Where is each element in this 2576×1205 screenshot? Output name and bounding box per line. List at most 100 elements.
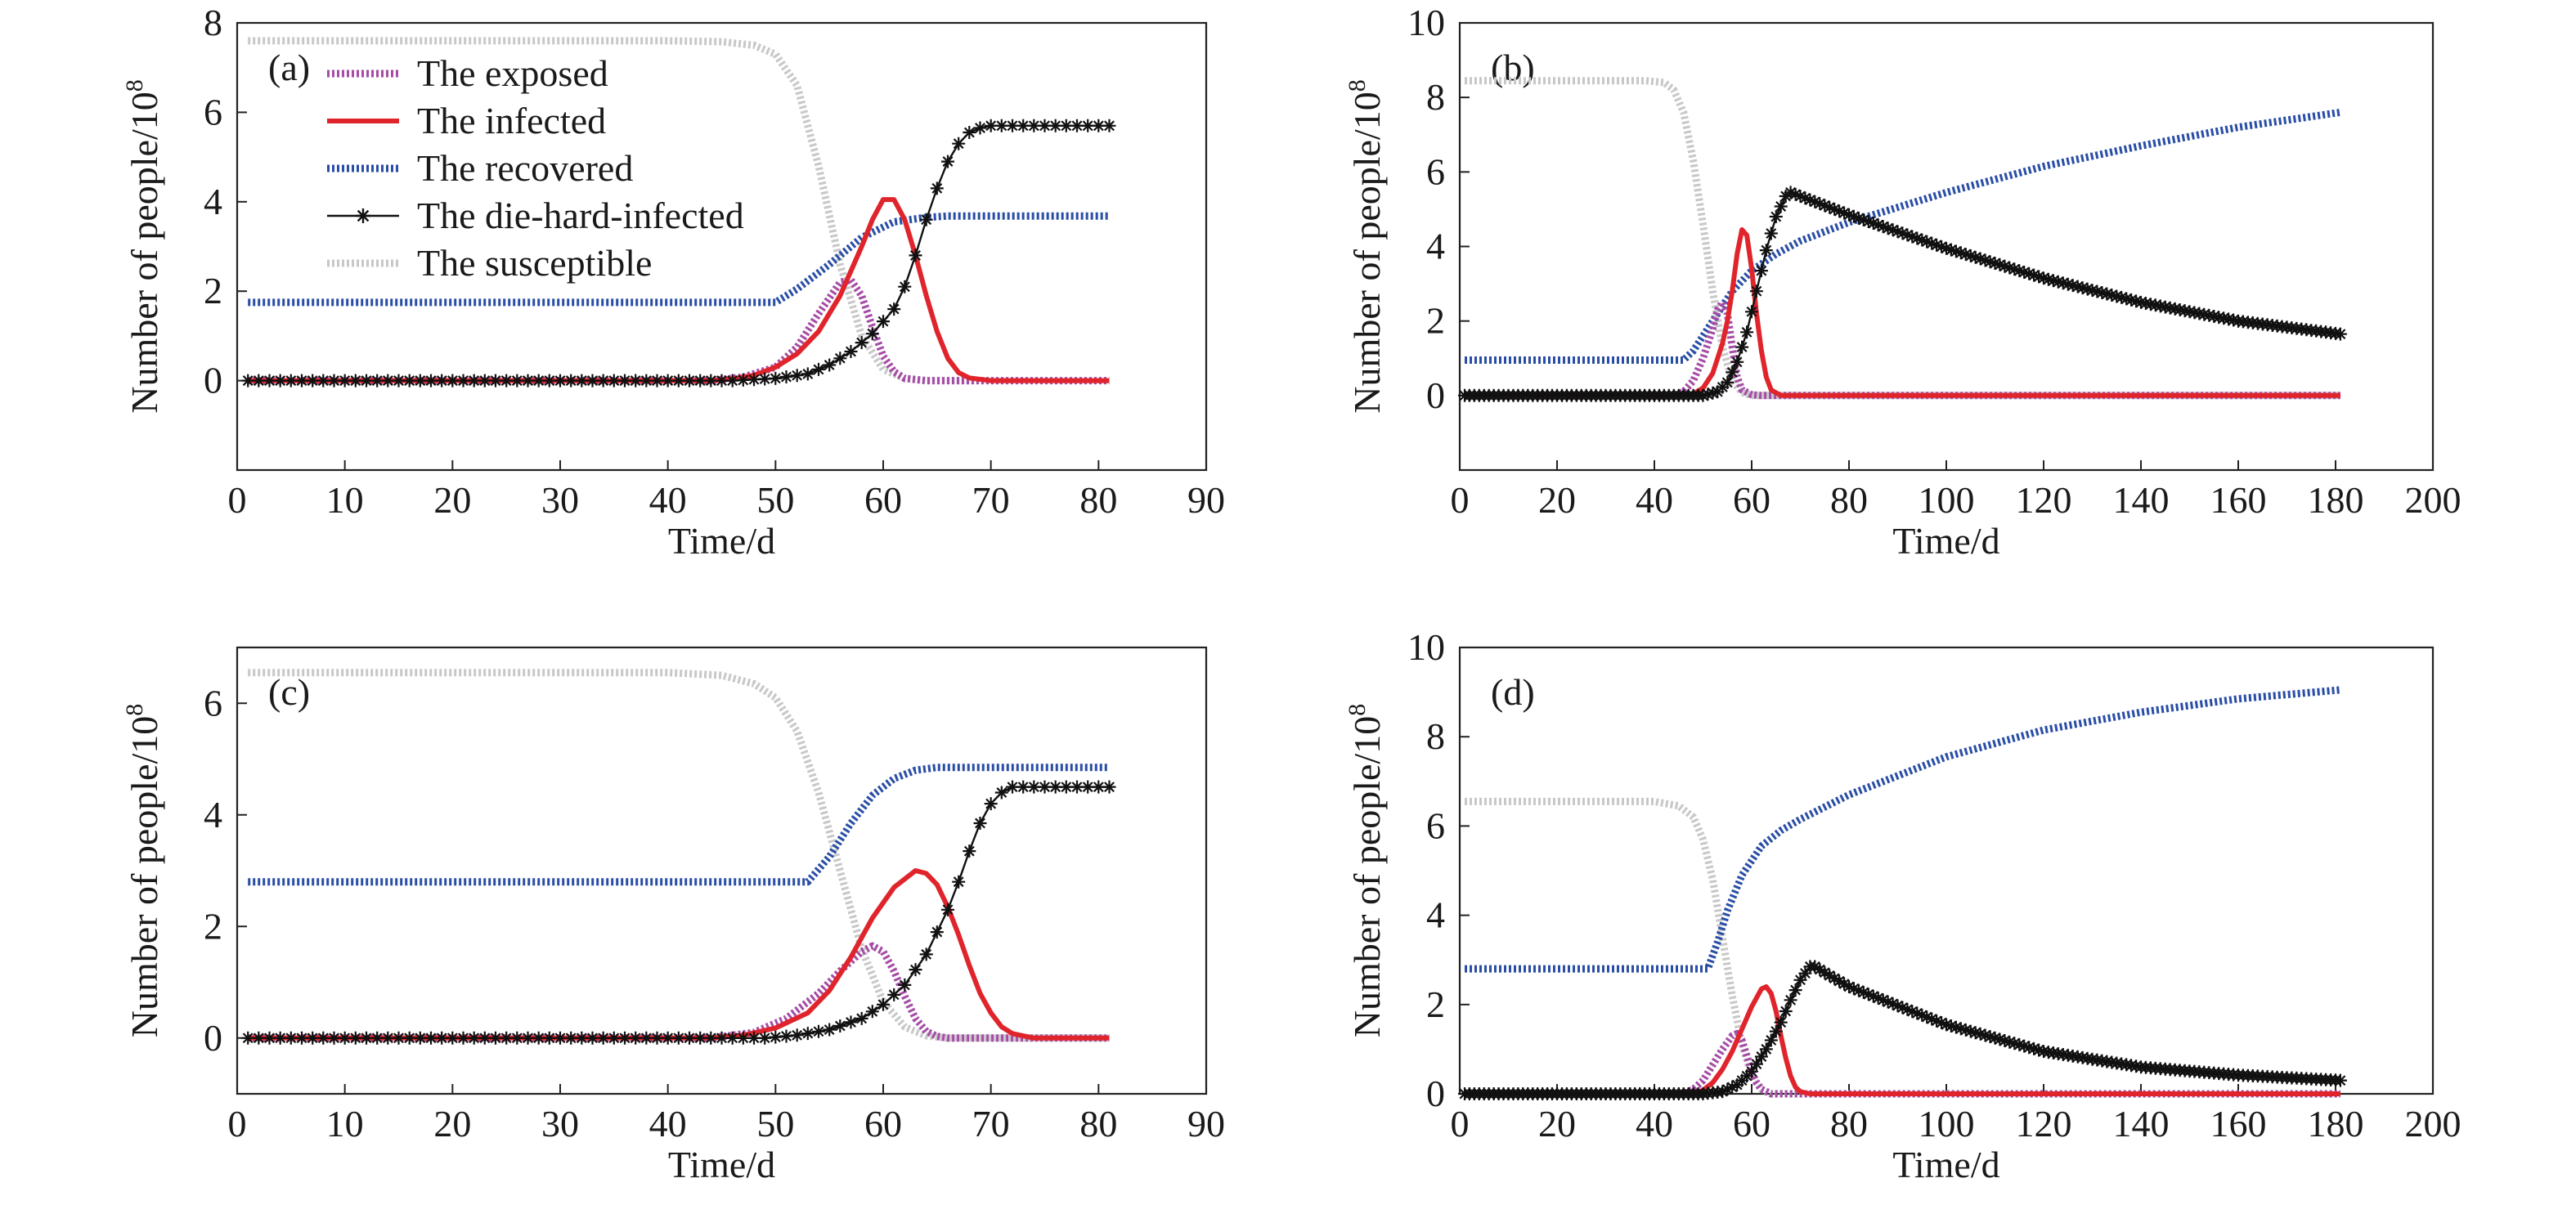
series-point-diehard <box>1925 236 1939 250</box>
x-tick-label: 60 <box>864 479 902 521</box>
series-point-diehard <box>273 374 287 387</box>
panel-label: (d) <box>1491 671 1535 713</box>
series-point-diehard <box>747 373 761 387</box>
series-point-diehard <box>1808 195 1822 208</box>
series-point-diehard <box>521 374 535 387</box>
series-point-diehard <box>1901 228 1914 242</box>
series-point-diehard <box>1959 1023 1972 1037</box>
series-point-diehard <box>1701 387 1715 401</box>
series-point-diehard <box>1944 1019 1958 1033</box>
series-point-diehard <box>898 978 912 992</box>
series-point-diehard <box>1070 780 1084 794</box>
series-point-diehard <box>1988 1031 2002 1045</box>
x-tick-label: 200 <box>2405 1103 2462 1145</box>
series-point-diehard <box>930 925 944 939</box>
series-point-diehard <box>348 374 362 387</box>
series-point-diehard <box>1935 1016 1949 1029</box>
series-point-diehard <box>1793 973 1807 987</box>
y-axis-label: Number of people/108 <box>1344 79 1388 413</box>
series-point-diehard <box>1920 1010 1934 1024</box>
series-point-diehard <box>887 988 901 1001</box>
series-point-diehard <box>671 374 685 387</box>
series-point-diehard <box>1838 977 1851 991</box>
series-point-diehard <box>1847 209 1860 223</box>
series-point-diehard <box>295 1031 308 1045</box>
series-point-diehard <box>1993 1033 2007 1046</box>
x-tick-label: 90 <box>1187 479 1225 521</box>
x-tick-label: 140 <box>2113 479 2170 521</box>
series-point-diehard <box>650 374 664 387</box>
series-point-diehard <box>973 817 987 830</box>
x-axis-label: Time/d <box>668 520 775 562</box>
x-tick-label: 0 <box>1451 479 1470 521</box>
chart-panel-b: 0 20 40 60 80 100 120 140 160 180 200 0 2 4 6 8 10 Time/d… <box>1344 2 2462 562</box>
plot-frame <box>236 21 1208 472</box>
y-tick-label: 4 <box>204 181 222 222</box>
series-point-diehard <box>1896 226 1910 240</box>
series-point-diehard <box>758 372 772 386</box>
series-point-diehard <box>1813 197 1827 211</box>
series-markers-diehard <box>1458 186 2347 402</box>
series-point-diehard <box>2333 1073 2347 1087</box>
series-point-diehard <box>1944 243 1958 257</box>
y-axis-label-text: Number of people/10 <box>1346 716 1388 1037</box>
series-point-diehard <box>564 374 578 387</box>
series-point-diehard <box>812 362 825 376</box>
series-point-diehard <box>1764 1033 1778 1047</box>
series-point-diehard <box>1881 995 1895 1009</box>
y-tick-label: 2 <box>204 270 222 311</box>
series-point-diehard <box>1910 231 1924 245</box>
series-point-diehard <box>2022 267 2036 280</box>
series-point-diehard <box>1866 217 1880 230</box>
series-point-diehard <box>1798 191 1812 205</box>
series-point-diehard <box>1905 1005 1919 1019</box>
legend-label-susceptible: The susceptible <box>417 242 652 284</box>
x-tick-label: 30 <box>541 1103 579 1145</box>
x-tick-label: 80 <box>1079 479 1117 521</box>
series-point-diehard <box>1092 780 1106 794</box>
series-point-diehard <box>306 1031 320 1045</box>
series-point-diehard <box>1856 213 1870 226</box>
series-point-diehard <box>435 374 449 387</box>
x-tick-label: 10 <box>326 479 364 521</box>
series-point-diehard <box>2110 289 2124 303</box>
series-point-diehard <box>1978 1028 1992 1042</box>
series-line-exposed <box>248 276 1110 385</box>
series-point-diehard <box>877 315 890 329</box>
series-point-diehard <box>1876 220 1890 234</box>
series-point-diehard <box>241 374 255 387</box>
series-point-diehard <box>1808 960 1822 974</box>
series-point-diehard <box>1833 204 1847 218</box>
series-markers-diehard <box>241 780 1116 1045</box>
series-point-diehard <box>725 374 739 387</box>
series-point-diehard <box>392 1031 406 1045</box>
series-point-diehard <box>963 844 976 858</box>
series-point-diehard <box>1886 997 1900 1010</box>
y-tick-label: 4 <box>204 794 222 835</box>
series-point-diehard <box>1851 983 1865 997</box>
series-point-diehard <box>2153 299 2167 313</box>
series-point-diehard <box>671 1031 685 1045</box>
series-point-diehard <box>1740 325 1754 339</box>
x-tick-label: 80 <box>1079 1103 1117 1145</box>
series-point-diehard <box>500 374 514 387</box>
series-line-susceptible <box>248 669 1110 1042</box>
series-point-diehard <box>542 1031 556 1045</box>
series-point-diehard <box>640 374 653 387</box>
series-point-diehard <box>586 374 599 387</box>
legend-label-infected: The infected <box>417 100 606 141</box>
series-point-diehard <box>1721 375 1735 389</box>
series-point-diehard <box>2227 313 2241 327</box>
series-point-diehard <box>1963 1024 1977 1038</box>
series-point-diehard <box>596 374 610 387</box>
series-point-diehard <box>1774 1015 1788 1029</box>
series-point-diehard <box>1764 226 1778 240</box>
x-axis-label: Time/d <box>1892 520 1999 562</box>
y-tick-label: 0 <box>204 1017 222 1059</box>
series-point-diehard <box>1102 780 1116 794</box>
series-point-diehard <box>833 1019 847 1033</box>
series-line-susceptible <box>1465 77 2340 400</box>
series-point-diehard <box>381 374 395 387</box>
x-tick-label: 200 <box>2405 479 2462 521</box>
series-point-diehard <box>1059 119 1073 132</box>
